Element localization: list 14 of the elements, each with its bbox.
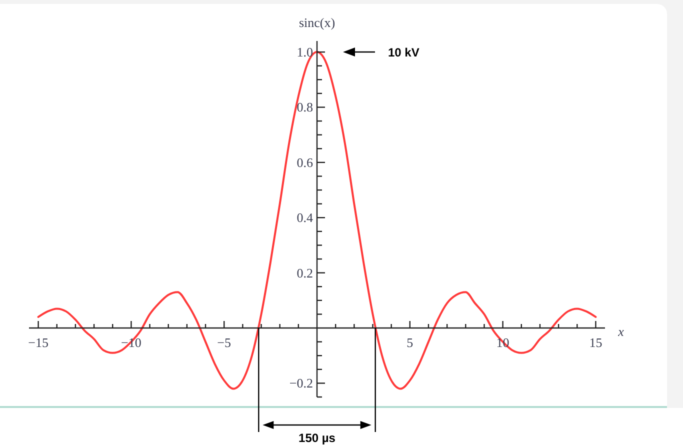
y-tick-label: −0.2 — [289, 376, 313, 391]
x-tick-label: 5 — [406, 335, 414, 350]
x-axis-title: x — [617, 324, 624, 339]
annotation: 10 kV — [388, 46, 420, 60]
x-tick-label: 15 — [589, 335, 602, 350]
y-tick-label: 0.4 — [296, 210, 314, 226]
y-tick-label: 0.2 — [296, 265, 313, 280]
y-tick-label: 1.0 — [296, 44, 313, 60]
x-tick-label: −15 — [28, 335, 48, 350]
y-axis-title: sinc(x) — [298, 15, 336, 30]
text: 150 µs — [298, 431, 336, 445]
x-tick-label: −5 — [217, 335, 232, 350]
y-tick-label: 0.6 — [296, 154, 314, 170]
y-tick-label: 0.8 — [296, 100, 313, 115]
